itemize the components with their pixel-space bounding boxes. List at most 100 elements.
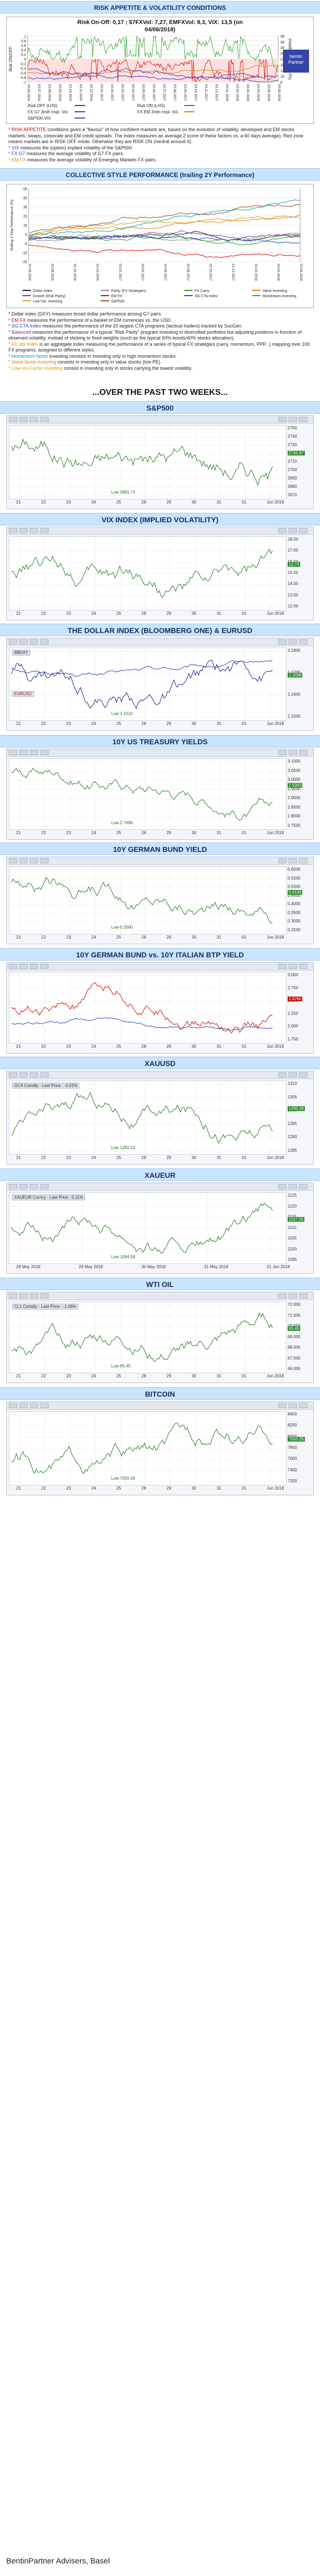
note-tag: * RISK APPETITE: [8, 127, 46, 132]
x-tick: 28: [141, 1374, 146, 1378]
y-right-tick: 18: [280, 64, 285, 67]
toolbar-button[interactable]: [19, 1184, 28, 1189]
toolbar-button[interactable]: [289, 1184, 297, 1189]
y-tick: 66.000: [288, 1366, 301, 1371]
toolbar-button[interactable]: [289, 1403, 297, 1408]
toolbar-button[interactable]: [278, 528, 287, 533]
toolbar-button[interactable]: [299, 1072, 307, 1078]
toolbar-button[interactable]: [278, 1184, 287, 1189]
toolbar-button[interactable]: [40, 858, 49, 863]
logo-line1: bentin: [289, 54, 303, 59]
toolbar-button[interactable]: [289, 528, 297, 533]
x-tick: 31: [217, 1155, 221, 1160]
toolbar-button[interactable]: [299, 528, 307, 533]
y-left-tick: -0,2: [20, 63, 26, 66]
toolbar-button[interactable]: [19, 964, 28, 969]
toolbar-button[interactable]: [30, 964, 38, 969]
style-series-line: [28, 230, 301, 241]
toolbar-button[interactable]: [299, 1293, 307, 1298]
toolbar-button[interactable]: [40, 1072, 49, 1078]
toolbar-button[interactable]: [9, 417, 17, 422]
toolbar-button[interactable]: [30, 1184, 38, 1189]
toolbar-button[interactable]: [19, 528, 28, 533]
y-tick: 1100: [288, 1246, 297, 1251]
legend-label: Value investing: [263, 289, 287, 293]
toolbar-button[interactable]: [9, 964, 17, 969]
toolbar-button[interactable]: [289, 964, 297, 969]
toolbar-button[interactable]: [30, 417, 38, 422]
note-line: * Low-Vol Factor investing consist in in…: [8, 366, 314, 372]
chart-toolbar: [7, 1071, 313, 1079]
toolbar-button[interactable]: [40, 1403, 49, 1408]
toolbar-button[interactable]: [289, 1293, 297, 1298]
toolbar-button[interactable]: [299, 750, 307, 755]
y-right-tick: 10: [280, 75, 285, 79]
toolbar-button[interactable]: [19, 1403, 28, 1408]
note-tag: * Value factor investing: [8, 359, 56, 365]
legend-label: S&P500: [111, 300, 125, 303]
x-tick: 24: [91, 611, 96, 616]
toolbar-button[interactable]: [19, 1293, 28, 1298]
x-tick: Jun 2018: [267, 500, 284, 505]
y-tick: 15: [23, 224, 27, 228]
toolbar-button[interactable]: [9, 750, 17, 755]
toolbar-button[interactable]: [299, 1184, 307, 1189]
x-tick: 30: [192, 935, 196, 940]
toolbar-button[interactable]: [19, 639, 28, 645]
toolbar-button[interactable]: [30, 1293, 38, 1298]
toolbar-button[interactable]: [30, 858, 38, 863]
toolbar-button[interactable]: [299, 964, 307, 969]
toolbar-button[interactable]: [278, 1293, 287, 1298]
toolbar-button[interactable]: [289, 858, 297, 863]
toolbar-button[interactable]: [30, 750, 38, 755]
fx-g7-vol-line: [27, 75, 279, 83]
note-line: * FX Vol Index is an aggregate index mea…: [8, 342, 314, 354]
toolbar-button[interactable]: [30, 528, 38, 533]
toolbar-button[interactable]: [40, 528, 49, 533]
toolbar-button[interactable]: [9, 1293, 17, 1298]
toolbar-button[interactable]: [9, 528, 17, 533]
toolbar-button[interactable]: [19, 858, 28, 863]
toolbar-button[interactable]: [9, 1184, 17, 1189]
toolbar-button[interactable]: [289, 417, 297, 422]
toolbar-button[interactable]: [278, 750, 287, 755]
toolbar-button[interactable]: [9, 639, 17, 645]
toolbar-button[interactable]: [9, 1403, 17, 1408]
toolbar-button[interactable]: [40, 417, 49, 422]
toolbar-button[interactable]: [299, 858, 307, 863]
y-tick: 8000: [288, 1434, 297, 1439]
toolbar-button[interactable]: [40, 639, 49, 645]
toolbar-button[interactable]: [278, 964, 287, 969]
toolbar-button[interactable]: [9, 1072, 17, 1078]
toolbar-button[interactable]: [278, 417, 287, 422]
toolbar-button[interactable]: [299, 639, 307, 645]
toolbar-button[interactable]: [19, 417, 28, 422]
x-tick: 28: [141, 935, 146, 940]
x-tick: 22: [41, 500, 46, 505]
y-tick: 2700: [288, 467, 297, 472]
toolbar-button[interactable]: [278, 1403, 287, 1408]
toolbar-button[interactable]: [289, 639, 297, 645]
toolbar-button[interactable]: [30, 1072, 38, 1078]
toolbar-button[interactable]: [40, 964, 49, 969]
toolbar-button[interactable]: [9, 858, 17, 863]
toolbar-button[interactable]: [40, 1293, 49, 1298]
toolbar-button[interactable]: [30, 1403, 38, 1408]
toolbar-button[interactable]: [278, 1072, 287, 1078]
last-price-label: 1107.05: [288, 1217, 305, 1222]
note-tag: * Dollar: [8, 311, 24, 317]
toolbar-button[interactable]: [19, 1072, 28, 1078]
toolbar-button[interactable]: [278, 858, 287, 863]
toolbar-button[interactable]: [299, 417, 307, 422]
toolbar-button[interactable]: [40, 750, 49, 755]
toolbar-button[interactable]: [30, 639, 38, 645]
toolbar-button[interactable]: [289, 750, 297, 755]
x-tick: 01: [242, 721, 246, 726]
toolbar-button[interactable]: [289, 1072, 297, 1078]
toolbar-button[interactable]: [299, 1403, 307, 1408]
toolbar-button[interactable]: [278, 639, 287, 645]
x-tick: 23: [66, 1044, 71, 1049]
y-tick: 8400: [288, 1412, 297, 1416]
toolbar-button[interactable]: [19, 750, 28, 755]
toolbar-button[interactable]: [40, 1184, 49, 1189]
